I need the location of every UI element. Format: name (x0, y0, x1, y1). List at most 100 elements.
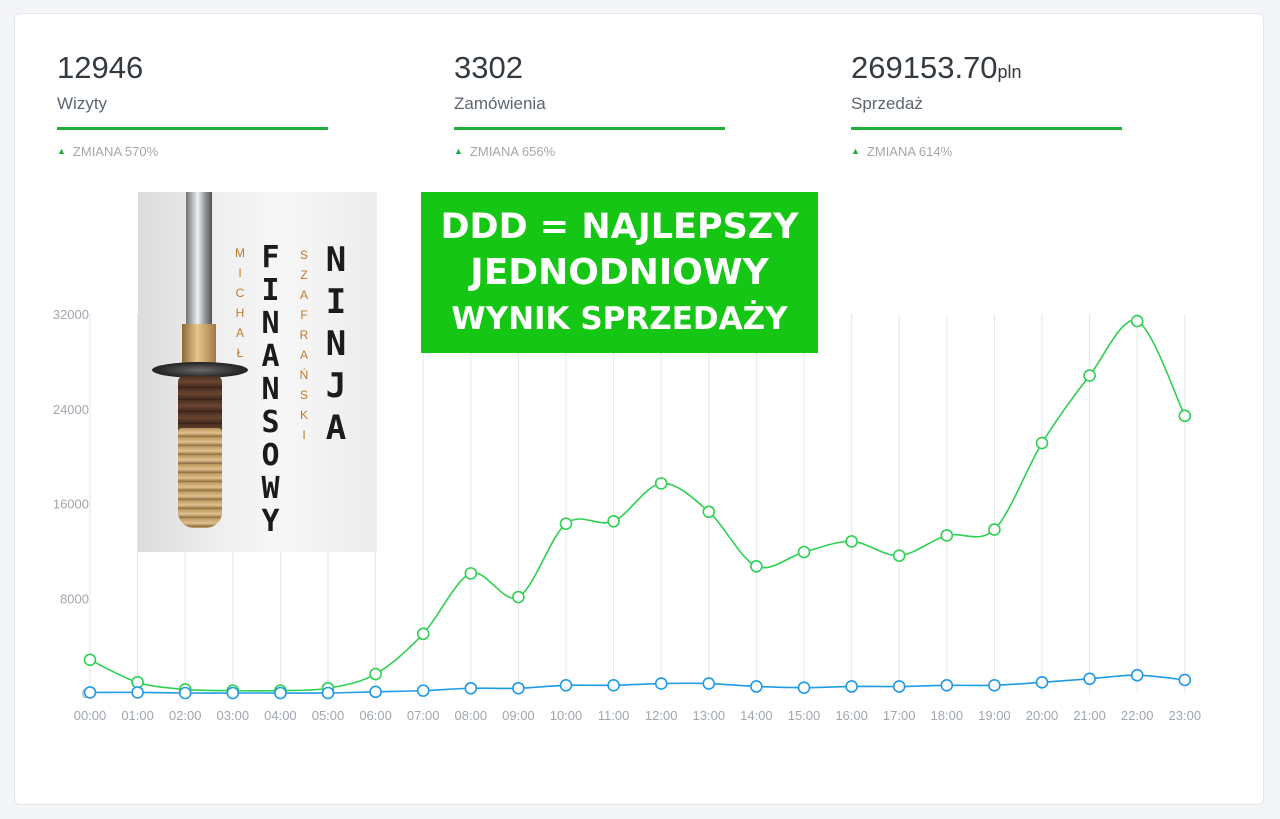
series-point[interactable] (464, 681, 478, 695)
series-point[interactable] (416, 627, 430, 641)
series-point[interactable] (226, 686, 240, 700)
series-point[interactable] (797, 545, 811, 559)
x-tick-label: 07:00 (407, 708, 440, 723)
x-tick-label: 06:00 (359, 708, 392, 723)
x-tick-label: 02:00 (169, 708, 202, 723)
series-point[interactable] (512, 681, 525, 695)
series-point[interactable] (607, 679, 620, 692)
series-point[interactable] (702, 505, 716, 519)
series-point[interactable] (750, 559, 763, 573)
stat-bar (851, 127, 1122, 130)
series-point[interactable] (369, 667, 382, 681)
banner-line-2: JEDNODNIOWY (470, 252, 769, 293)
x-tick-label: 22:00 (1121, 708, 1154, 723)
x-tick-label: 15:00 (788, 708, 821, 723)
banner-line-1: DDD = NAJLEPSZY (440, 207, 799, 247)
stat-bar (454, 127, 725, 130)
series-point[interactable] (988, 523, 1001, 536)
y-tick-label: 32000 (53, 307, 89, 322)
series-point[interactable] (178, 686, 192, 700)
banner-line-3: WYNIK SPRZEDAŻY (451, 301, 788, 337)
book-author-last: SZAFRAŃSKI (297, 248, 311, 448)
katana-collar (182, 324, 216, 366)
series-point[interactable] (940, 529, 954, 542)
x-tick-label: 03:00 (217, 708, 250, 723)
book-title-second: NINJA (316, 240, 356, 450)
y-tick-label: 8000 (60, 591, 89, 606)
series-point[interactable] (464, 567, 478, 580)
stat-change: ▲ ZMIANA 614% (851, 144, 953, 159)
stat-value: 12946 (57, 50, 144, 85)
x-tick-label: 21:00 (1073, 708, 1106, 723)
series-point[interactable] (369, 685, 382, 699)
series-point[interactable] (321, 686, 335, 700)
up-triangle-icon: ▲ (57, 146, 66, 156)
x-tick-label: 11:00 (598, 708, 630, 723)
stat-value: 3302 (454, 50, 523, 85)
series-point[interactable] (892, 680, 906, 693)
x-axis: 00:00 01:00 02:00 03:00 04:00 05:00 06:00 07:00… (74, 708, 1201, 723)
x-tick-label: 18:00 (931, 708, 964, 723)
series-point[interactable] (750, 680, 763, 693)
stat-label: Zamówienia (454, 94, 546, 113)
x-tick-label: 05:00 (312, 708, 345, 723)
book-title-first: FINANSOWY (253, 240, 288, 537)
x-tick-label: 16:00 (835, 708, 868, 723)
series-point[interactable] (797, 681, 811, 694)
series-point[interactable] (559, 679, 573, 692)
series-point[interactable] (654, 477, 668, 490)
x-tick-label: 12:00 (645, 708, 678, 723)
series-point[interactable] (1083, 672, 1096, 686)
stat-value: 269153.70pln (851, 50, 1022, 85)
series-point[interactable] (1083, 369, 1096, 382)
x-tick-label: 14:00 (740, 708, 773, 723)
x-tick-label: 17:00 (883, 708, 916, 723)
book-cover-image: MICHAŁ FINANSOWY SZAFRAŃSKI NINJA (138, 192, 377, 552)
katana-guard (152, 362, 248, 378)
series-point[interactable] (988, 679, 1001, 692)
series-point[interactable] (845, 535, 858, 548)
series-point[interactable] (131, 686, 144, 699)
stat-bar (57, 127, 328, 130)
series-point[interactable] (1035, 676, 1049, 689)
series-point[interactable] (416, 684, 430, 697)
series-point[interactable] (1178, 409, 1192, 423)
series-point[interactable] (274, 686, 287, 700)
x-tick-label: 09:00 (502, 708, 535, 723)
stat-label: Sprzedaż (851, 94, 923, 113)
series-point[interactable] (845, 680, 858, 693)
stat-change: ▲ ZMIANA 570% (57, 144, 159, 159)
series-point[interactable] (83, 653, 97, 667)
series-point[interactable] (1130, 314, 1144, 328)
series-point[interactable] (892, 549, 906, 562)
x-tick-label: 01:00 (121, 708, 154, 723)
series-point[interactable] (559, 517, 573, 530)
x-tick-label: 00:00 (74, 708, 107, 723)
series-point[interactable] (654, 677, 668, 690)
series-point[interactable] (940, 679, 954, 692)
y-tick-label: 24000 (53, 402, 89, 417)
x-tick-label: 23:00 (1169, 708, 1202, 723)
x-tick-label: 04:00 (264, 708, 297, 723)
up-triangle-icon: ▲ (454, 146, 463, 156)
x-tick-label: 19:00 (978, 708, 1011, 723)
series-point[interactable] (702, 677, 716, 690)
chart-series (83, 314, 1192, 700)
x-tick-label: 10:00 (550, 708, 583, 723)
y-axis: 08000160002400032000 (53, 307, 89, 701)
x-tick-label: 20:00 (1026, 708, 1059, 723)
y-tick-label: 16000 (53, 497, 89, 512)
series-point[interactable] (1130, 668, 1144, 682)
book-author-first: MICHAŁ (233, 246, 247, 366)
series-point[interactable] (607, 514, 620, 528)
stat-change: ▲ ZMIANA 656% (454, 144, 556, 159)
series-point[interactable] (83, 686, 97, 699)
series-point[interactable] (512, 590, 525, 604)
series-point[interactable] (1035, 436, 1049, 450)
stat-label: Wizyty (57, 94, 108, 113)
x-tick-label: 08:00 (455, 708, 488, 723)
katana-handle-wrap (178, 428, 222, 528)
katana-blade (186, 192, 212, 332)
series-point[interactable] (1178, 673, 1192, 687)
